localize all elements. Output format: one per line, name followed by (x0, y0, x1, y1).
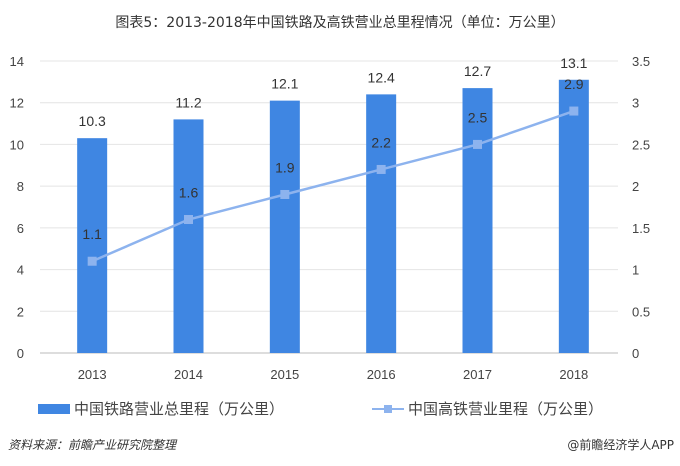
bar-data-label: 12.7 (464, 63, 491, 79)
y-left-tick-label: 4 (17, 263, 24, 278)
bar (173, 119, 204, 354)
x-tick-label: 2017 (463, 367, 492, 382)
bar-data-label: 10.3 (79, 113, 106, 129)
legend-label-bar: 中国铁路营业总里程（万公里） (74, 400, 285, 418)
bar-data-label: 13.1 (560, 55, 587, 71)
chart: 0 2 4 6 8 10 12 14 0 0.5 1 1.5 2 2.5 3 3.5 2013 10.3 2014 1… (10, 54, 651, 382)
legend-item-line: 中国高铁营业里程（万公里） (372, 398, 603, 419)
line-data-label: 1.6 (179, 185, 199, 201)
source-note: 资料来源：前瞻产业研究院整理 (8, 438, 177, 452)
y-left-tick-label: 8 (17, 179, 24, 194)
line-data-label: 2.9 (564, 76, 584, 92)
line-point (280, 189, 290, 199)
y-right-tick-label: 0 (632, 346, 639, 361)
line-series (91, 109, 575, 263)
x-tick-label: 2013 (78, 367, 107, 382)
line-point (87, 256, 97, 266)
x-tick-label: 2015 (270, 367, 299, 382)
bar (462, 88, 493, 353)
line-point (184, 215, 193, 225)
x-tick-label: 2016 (367, 367, 396, 382)
y-right-tick-label: 3.5 (632, 54, 650, 69)
line-point (376, 164, 386, 174)
bar-data-label: 12.4 (368, 69, 395, 85)
y-right-tick-label: 0.5 (632, 304, 650, 319)
x-tick-label: 2014 (174, 367, 203, 382)
y-left-tick-label: 0 (17, 346, 24, 361)
legend-swatch-line (372, 404, 404, 413)
y-left-tick-label: 6 (17, 221, 24, 236)
y-left-tick-label: 12 (10, 96, 24, 111)
y-right-tick-label: 1 (632, 263, 639, 278)
y-left-tick-label: 10 (10, 137, 24, 152)
y-right-tick-label: 2 (632, 179, 639, 194)
bar (558, 79, 589, 354)
brand-credit: @前瞻经济学人APP (567, 438, 674, 452)
bar (269, 100, 300, 353)
x-tick-label: 2018 (559, 367, 588, 382)
y-right-tick-label: 1.5 (632, 221, 650, 236)
bar-data-label: 12.1 (271, 76, 298, 92)
line-data-label: 2.2 (371, 134, 391, 150)
bar (77, 138, 108, 353)
bar (366, 94, 397, 353)
bar-data-label: 11.2 (175, 94, 201, 110)
y-left-tick-label: 14 (10, 54, 24, 69)
line-point (569, 106, 579, 116)
line-data-label: 1.1 (82, 226, 102, 242)
line-data-label: 2.5 (468, 109, 488, 125)
line-data-label: 1.9 (275, 159, 295, 175)
chart-title: 图表5：2013-2018年中国铁路及高铁营业总里程情况（单位：万公里） (115, 15, 565, 31)
legend-item-bar: 中国铁路营业总里程（万公里） (38, 398, 284, 419)
y-right-tick-label: 3 (632, 96, 639, 111)
line-point (473, 139, 482, 149)
y-left-tick-label: 2 (17, 304, 24, 319)
legend-swatch-bar (38, 403, 70, 414)
y-right-tick-label: 2.5 (632, 137, 650, 152)
legend-label-line: 中国高铁营业里程（万公里） (408, 400, 604, 418)
